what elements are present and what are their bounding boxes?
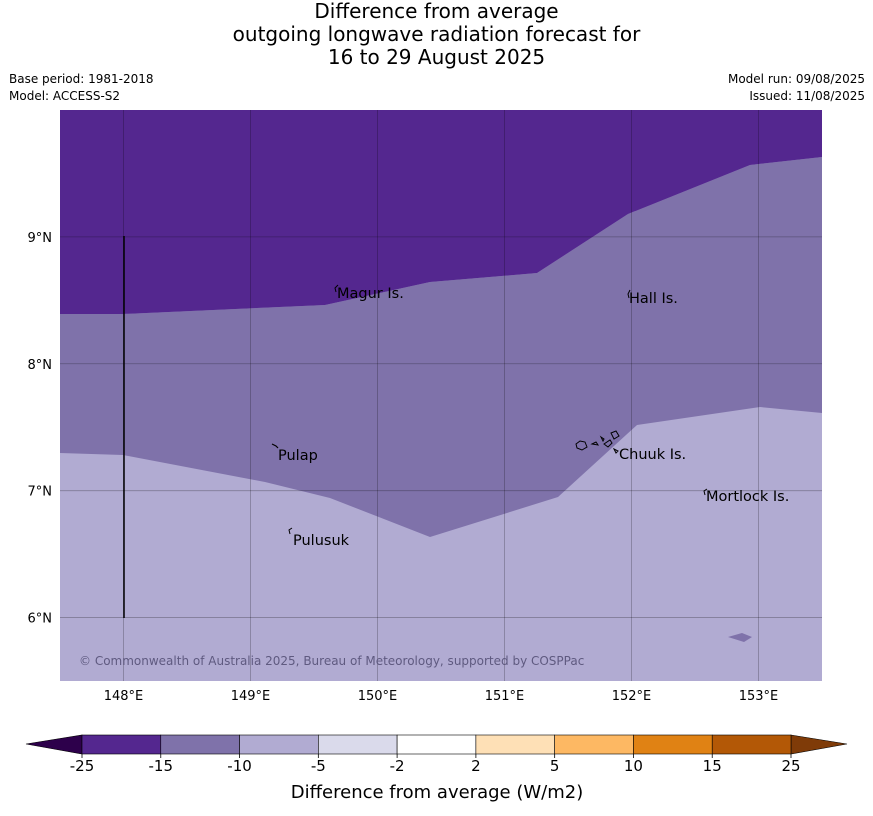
meta-right: Model run: 09/08/2025 Issued: 11/08/2025: [728, 71, 865, 105]
lat-tick-label: 7°N: [28, 485, 53, 500]
latitude-tick-labels: 6°N 7°N 8°N 9°N: [28, 231, 53, 627]
base-period-text: Base period: 1981-2018: [9, 72, 154, 86]
place-label-chuuk: Chuuk Is.: [619, 447, 686, 463]
colorbar-tick-label: 2: [471, 757, 481, 775]
place-label-pulusuk: Pulusuk: [293, 533, 350, 549]
colorbar-segment: [318, 734, 398, 755]
lat-tick-label: 8°N: [28, 358, 53, 373]
title-line-2: outgoing longwave radiation forecast for: [232, 22, 641, 46]
title-line-3: 16 to 29 August 2025: [327, 45, 546, 69]
band-below-minus15: [60, 110, 822, 314]
place-label-pulap: Pulap: [278, 448, 318, 464]
copyright-text: © Commonwealth of Australia 2025, Bureau…: [79, 654, 584, 668]
band-minus15-to-minus10: [60, 157, 822, 537]
lon-tick-label: 148°E: [104, 689, 144, 704]
title-line-1: Difference from average: [314, 0, 559, 23]
colorbar-segment: [711, 734, 792, 755]
colorbar-tick-label: 5: [550, 757, 560, 775]
colorbar-tick-label: -2: [390, 757, 405, 775]
issued-text: Issued: 11/08/2025: [749, 89, 865, 103]
colorbar-tick-labels: -25 -15 -10 -5 -2 2 5 10 15 25: [70, 754, 801, 775]
colorbar-segment: [239, 734, 319, 755]
lon-tick-label: 153°E: [739, 689, 779, 704]
pulusuk-island-shape: [288, 527, 293, 535]
lat-tick-label: 9°N: [28, 231, 53, 246]
place-label-magur: Magur Is.: [337, 286, 404, 302]
place-label-hall: Hall Is.: [629, 291, 678, 307]
colorbar-segments: [81, 734, 792, 755]
colorbar: -25 -15 -10 -5 -2 2 5 10 15 25 Difference from av…: [25, 734, 848, 803]
colorbar-segment: [633, 734, 713, 755]
colorbar-extend-low: [25, 734, 83, 755]
model-run-text: Model run: 09/08/2025: [727, 72, 865, 86]
colorbar-tick-label: 15: [703, 757, 722, 775]
small-contour-patch: [728, 633, 752, 642]
colorbar-tick-label: -5: [311, 757, 326, 775]
meta-left: Base period: 1981-2018 Model: ACCESS-S2: [9, 71, 154, 105]
colorbar-segment: [396, 734, 477, 755]
colorbar-label: Difference from average (W/m2): [291, 782, 583, 803]
colorbar-extend-high: [790, 734, 848, 755]
colorbar-segment: [554, 734, 634, 755]
colorbar-segment: [160, 734, 240, 755]
colorbar-tick-label: 10: [624, 757, 643, 775]
mortlock-island-shape: [703, 488, 708, 496]
colorbar-tick-label: -15: [149, 757, 174, 775]
island-shapes: [271, 284, 708, 535]
lon-tick-label: 149°E: [231, 689, 271, 704]
magur-island-shape: [334, 284, 339, 293]
lon-tick-label: 151°E: [485, 689, 525, 704]
chuuk-lagoon-shape: [575, 430, 620, 454]
colorbar-tick-label: -25: [70, 757, 95, 775]
lon-tick-label: 152°E: [612, 689, 652, 704]
pulap-island-shape: [271, 443, 279, 449]
colorbar-tick-label: -10: [227, 757, 252, 775]
chart-title: Difference from average outgoing longwav…: [0, 0, 873, 69]
colorbar-segment: [475, 734, 555, 755]
hall-island-shape: [627, 289, 631, 299]
lat-tick-label: 6°N: [28, 612, 53, 627]
model-text: Model: ACCESS-S2: [9, 89, 121, 103]
lon-tick-label: 150°E: [358, 689, 398, 704]
longitude-tick-labels: 148°E 149°E 150°E 151°E 152°E 153°E: [104, 689, 779, 704]
colorbar-tick-label: 25: [781, 757, 800, 775]
map-plot-area: [60, 110, 822, 681]
place-labels: Magur Is. Hall Is. Pulap Chuuk Is. Mortl…: [278, 286, 789, 549]
place-label-mortlock: Mortlock Is.: [706, 489, 789, 505]
gridlines: [60, 110, 822, 681]
colorbar-segment: [81, 734, 162, 755]
